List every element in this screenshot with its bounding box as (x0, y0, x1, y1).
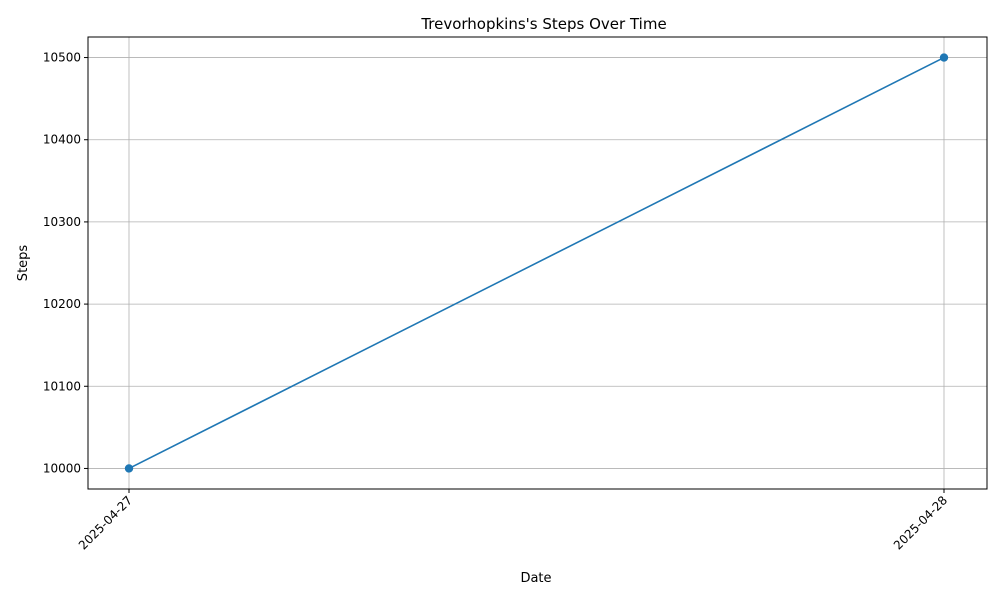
y-axis-label: Steps (16, 245, 31, 282)
data-point (124, 464, 134, 473)
chart-title: Trevorhopkins's Steps Over Time (420, 15, 666, 33)
grid (88, 37, 987, 489)
data-point (939, 53, 949, 62)
series-line (128, 56, 945, 470)
y-tick-label: 10200 (43, 297, 81, 311)
y-tick-label: 10000 (43, 461, 81, 475)
y-tick-label: 10400 (43, 133, 81, 147)
y-tick-label: 10500 (43, 51, 81, 65)
y-tick-label: 10100 (43, 379, 81, 393)
x-axis-label: Date (520, 571, 551, 586)
series-layer (124, 53, 949, 473)
y-tick-label: 10300 (43, 215, 81, 229)
plot-frame (87, 36, 988, 490)
